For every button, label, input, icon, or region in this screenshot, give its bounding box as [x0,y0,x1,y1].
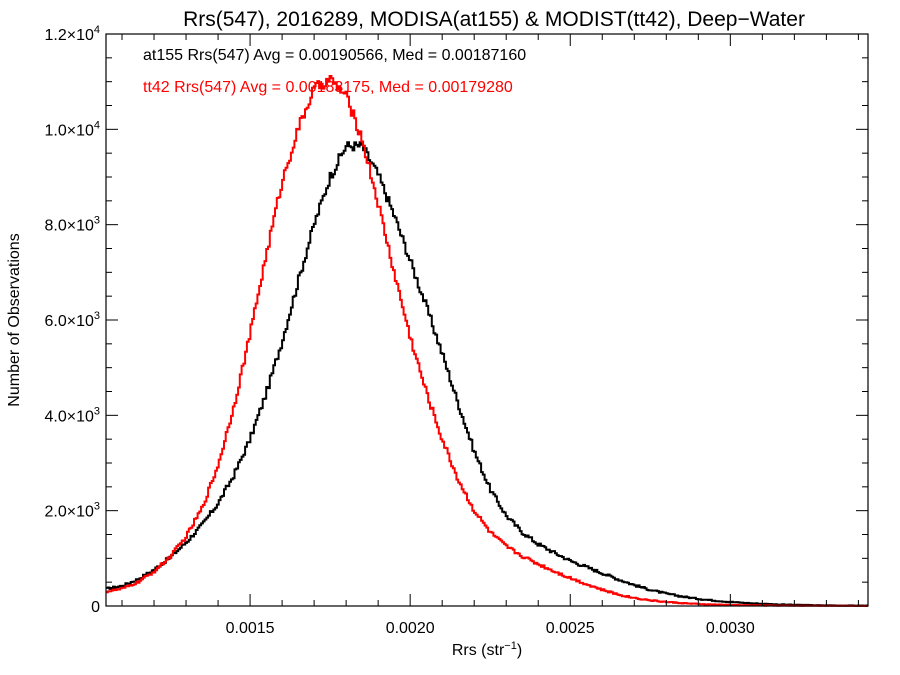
annotation-tt42: tt42 Rrs(547) Avg = 0.00183175, Med = 0.… [143,79,513,96]
y-tick-label: 0 [91,599,100,616]
chart-title: Rrs(547), 2016289, MODISA(at155) & MODIS… [183,8,805,31]
y-tick-label: 6.0×103 [44,310,100,330]
x-tick-label: 0.0030 [706,620,755,637]
x-axis-label: Rrs (str−1) [452,640,522,659]
x-tick-label: 0.0025 [546,620,595,637]
annotation-layer: at155 Rrs(547) Avg = 0.00190566, Med = 0… [143,47,526,96]
y-tick-label: 8.0×103 [44,215,100,235]
y-tick-label: 4.0×103 [44,405,100,425]
y-axis-label: Number of Observations [6,233,23,406]
x-tick-label: 0.0015 [226,620,275,637]
y-tick-label: 1.0×104 [44,119,100,139]
series-line-black [106,141,868,607]
x-tick-label: 0.0020 [386,620,435,637]
plot-frame [105,33,869,607]
y-tick-label: 1.2×104 [44,24,100,44]
y-tick-label: 2.0×103 [44,501,100,521]
annotation-at155: at155 Rrs(547) Avg = 0.00190566, Med = 0… [143,47,526,64]
series-line-red [106,75,868,607]
tick-layer: 0.0015 0.0020 0.0025 0.0030 0 2.0×103 4.0×103 6… [44,24,868,637]
series-layer [106,75,868,607]
